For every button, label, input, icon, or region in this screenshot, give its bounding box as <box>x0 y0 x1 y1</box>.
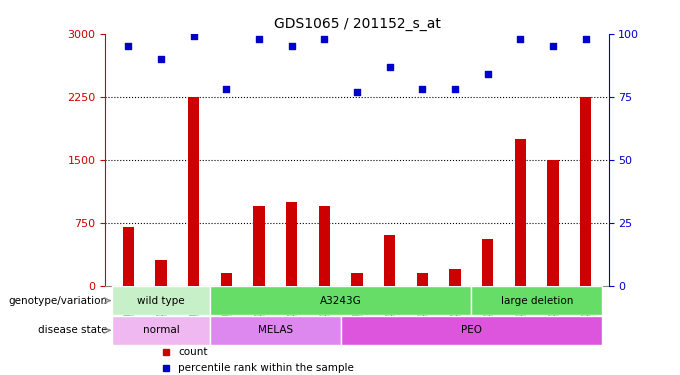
Text: genotype/variation: genotype/variation <box>8 296 107 306</box>
Text: A3243G: A3243G <box>320 296 362 306</box>
Point <box>221 86 232 92</box>
Point <box>188 33 199 39</box>
Bar <box>286 202 297 286</box>
Point <box>417 86 428 92</box>
Text: large deletion: large deletion <box>500 296 573 306</box>
Bar <box>449 269 461 286</box>
Bar <box>122 227 134 286</box>
Bar <box>471 286 602 315</box>
Bar <box>155 261 167 286</box>
Bar <box>341 316 602 345</box>
Bar <box>210 286 471 315</box>
Text: percentile rank within the sample: percentile rank within the sample <box>178 363 354 374</box>
Point <box>515 36 526 42</box>
Text: count: count <box>178 347 208 357</box>
Text: disease state: disease state <box>37 326 107 335</box>
Point <box>254 36 265 42</box>
Bar <box>515 139 526 286</box>
Bar <box>112 286 210 315</box>
Point <box>123 44 134 50</box>
Text: PEO: PEO <box>461 326 482 335</box>
Bar <box>580 97 592 286</box>
Bar <box>112 316 210 345</box>
Bar <box>220 273 232 286</box>
Point <box>156 56 167 62</box>
Bar <box>482 240 494 286</box>
Point <box>449 86 460 92</box>
Point <box>286 44 297 50</box>
Point <box>352 89 362 95</box>
Title: GDS1065 / 201152_s_at: GDS1065 / 201152_s_at <box>273 17 441 32</box>
Bar <box>319 206 330 286</box>
Point <box>482 71 493 77</box>
Bar <box>253 206 265 286</box>
Point <box>580 36 591 42</box>
Text: wild type: wild type <box>137 296 185 306</box>
Bar <box>352 273 362 286</box>
Point <box>319 36 330 42</box>
Text: normal: normal <box>143 326 180 335</box>
Bar <box>417 273 428 286</box>
Bar <box>547 160 559 286</box>
Bar <box>210 316 341 345</box>
Point <box>547 44 558 50</box>
Point <box>384 63 395 69</box>
Bar <box>188 97 199 286</box>
Bar <box>384 235 395 286</box>
Text: MELAS: MELAS <box>258 326 293 335</box>
